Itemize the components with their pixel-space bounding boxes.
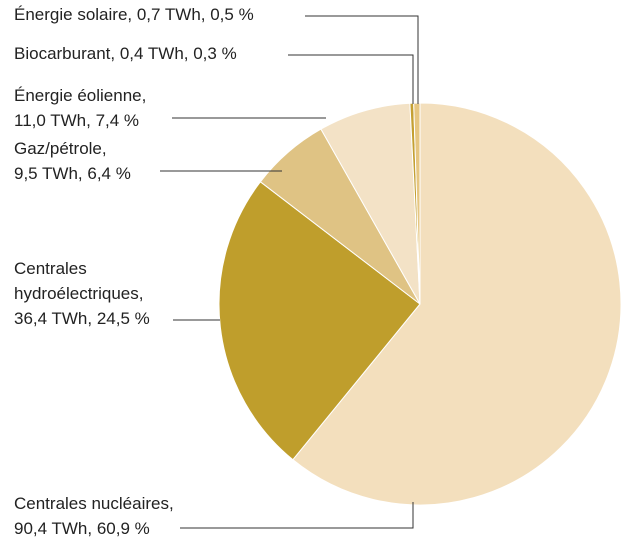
slice-label: Énergie solaire, 0,7 TWh, 0,5 % [14,5,254,24]
slice-label: Centrales hydroélectriques, 36,4 TWh, 24,5… [14,259,150,328]
label-line: Énergie solaire, 0,7 TWh, 0,5 % [14,5,254,24]
label-line: hydroélectriques, [14,284,143,303]
pie-slice [292,102,621,506]
label-line: Énergie éolienne, [14,86,146,105]
pie-slice [218,181,421,461]
label-line: 11,0 TWh, 7,4 % [14,111,139,130]
label-line: Biocarburant, 0,4 TWh, 0,3 % [14,44,237,63]
pie-slice [413,102,421,305]
leader-line [180,502,414,529]
slice-label: Centrales nucléaires, 90,4 TWh, 60,9 % [14,494,174,538]
label-line: 90,4 TWh, 60,9 % [14,519,150,538]
slice-label: Gaz/pétrole, 9,5 TWh, 6,4 % [14,139,131,183]
label-line: Centrales nucléaires, [14,494,174,513]
label-line: 36,4 TWh, 24,5 % [14,309,150,328]
leader-line [305,15,419,104]
label-line: Gaz/pétrole, [14,139,107,158]
label-line: 9,5 TWh, 6,4 % [14,164,131,183]
leader-line [288,54,414,104]
label-line: Centrales [14,259,87,278]
slice-label: Énergie éolienne, 11,0 TWh, 7,4 % [14,86,146,130]
slice-label: Biocarburant, 0,4 TWh, 0,3 % [14,44,237,63]
